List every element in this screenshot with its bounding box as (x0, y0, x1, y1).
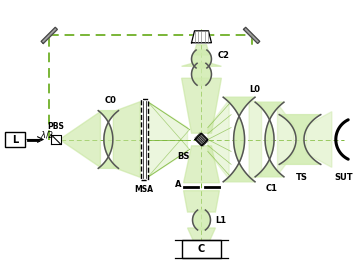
Polygon shape (181, 78, 221, 133)
Text: C2: C2 (217, 50, 229, 59)
Polygon shape (194, 45, 210, 55)
Polygon shape (279, 115, 321, 164)
Polygon shape (61, 112, 100, 167)
Polygon shape (51, 134, 61, 145)
Text: L0: L0 (249, 85, 260, 94)
Text: PBS: PBS (48, 122, 64, 131)
Text: L: L (12, 134, 18, 145)
Polygon shape (41, 27, 57, 44)
Text: C0: C0 (104, 96, 116, 105)
Polygon shape (113, 102, 140, 177)
Polygon shape (278, 104, 294, 175)
Polygon shape (249, 100, 262, 179)
Polygon shape (98, 111, 118, 168)
Text: SUT: SUT (334, 173, 353, 182)
Polygon shape (184, 191, 219, 212)
Text: TS: TS (296, 173, 308, 182)
Polygon shape (193, 210, 211, 230)
Text: BS: BS (177, 152, 190, 161)
Polygon shape (184, 146, 219, 183)
Polygon shape (192, 50, 211, 68)
Polygon shape (223, 97, 255, 182)
Polygon shape (244, 27, 260, 44)
Polygon shape (208, 100, 229, 179)
Text: A: A (175, 180, 181, 189)
Text: C1: C1 (266, 184, 278, 193)
Polygon shape (148, 102, 188, 177)
Polygon shape (306, 112, 332, 167)
Polygon shape (192, 63, 211, 85)
Polygon shape (181, 63, 221, 66)
Text: C: C (198, 244, 205, 254)
Text: $\lambda$/2: $\lambda$/2 (40, 129, 54, 140)
Text: L1: L1 (215, 215, 226, 225)
Polygon shape (192, 31, 211, 43)
FancyBboxPatch shape (5, 131, 25, 148)
FancyBboxPatch shape (181, 240, 221, 258)
FancyBboxPatch shape (141, 99, 148, 180)
Text: MSA: MSA (135, 185, 154, 194)
Polygon shape (195, 133, 208, 146)
Polygon shape (255, 102, 284, 177)
Polygon shape (188, 228, 215, 241)
